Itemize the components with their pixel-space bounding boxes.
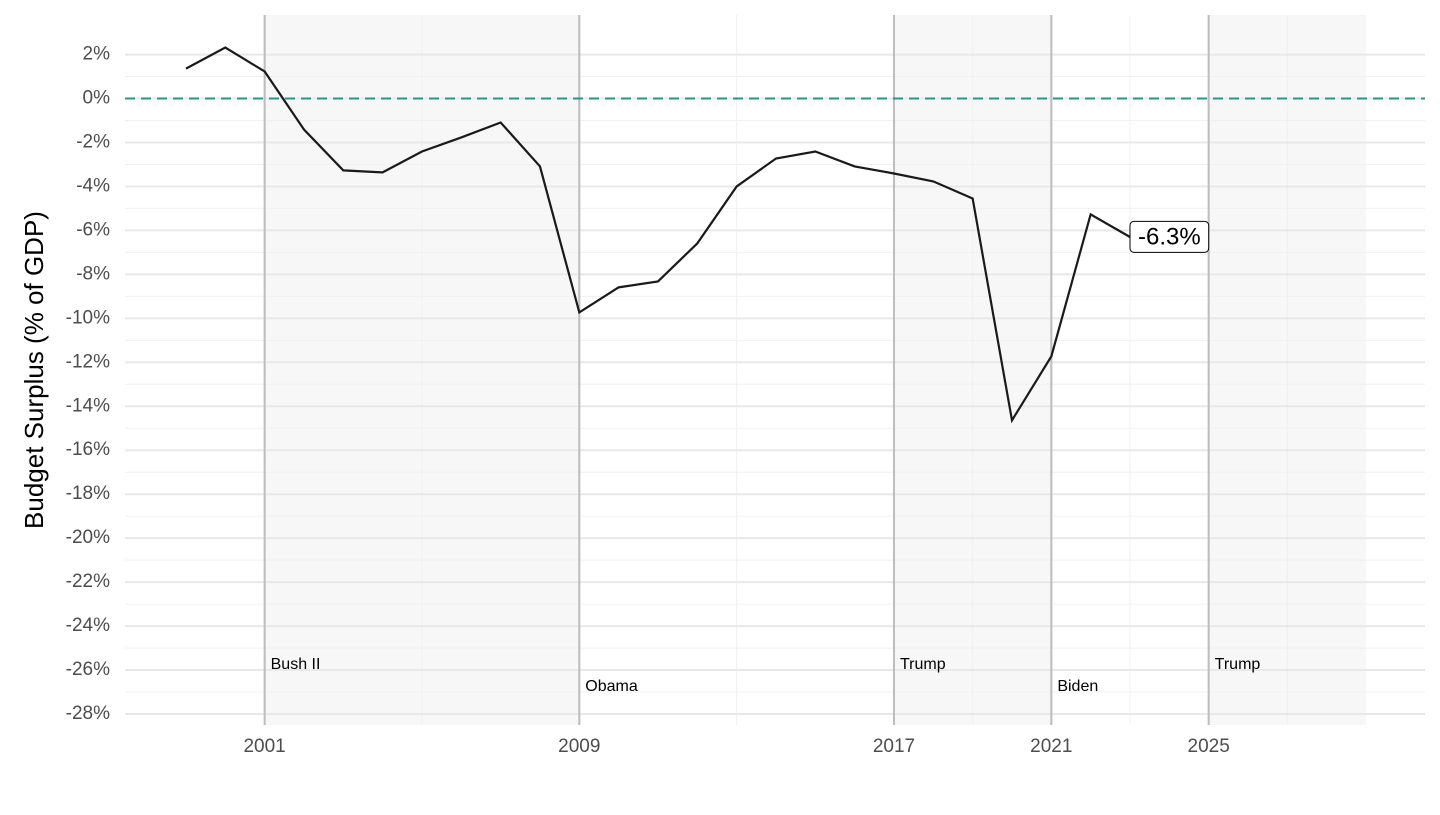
president-label: Biden <box>1057 678 1098 695</box>
president-label: Trump <box>900 656 946 673</box>
y-tick-label: -26% <box>66 659 110 680</box>
president-label: Trump <box>1215 656 1261 673</box>
y-tick-label: -20% <box>66 527 110 548</box>
y-tick-label: -18% <box>66 483 110 504</box>
y-tick-label: -6% <box>76 219 110 240</box>
y-tick-label: -16% <box>66 439 110 460</box>
president-label: Obama <box>585 678 638 695</box>
data-line <box>185 46 1131 424</box>
y-tick-label: 0% <box>83 88 111 109</box>
y-tick-label: -2% <box>76 132 110 153</box>
x-tick-label: 2001 <box>243 736 285 757</box>
y-tick-label: -12% <box>66 351 110 372</box>
value-label-box <box>1129 220 1210 253</box>
y-tick-label: -24% <box>66 615 110 636</box>
y-tick-label: -8% <box>76 263 110 284</box>
y-tick-label: -4% <box>76 175 110 196</box>
value-label: -6.3% <box>1138 223 1201 250</box>
y-tick-label: -14% <box>66 395 110 416</box>
x-tick-label: 2017 <box>873 736 915 757</box>
president-label: Bush II <box>271 656 321 673</box>
y-axis-label: Budget Surplus (% of GDP) <box>19 211 49 529</box>
y-tick-label: -10% <box>66 307 110 328</box>
x-tick-label: 2021 <box>1030 736 1072 757</box>
y-tick-label: 2% <box>83 44 111 65</box>
y-tick-label: -28% <box>66 703 110 724</box>
x-tick-label: 2025 <box>1188 736 1230 757</box>
y-tick-label: -22% <box>66 571 110 592</box>
x-tick-label: 2009 <box>558 736 600 757</box>
